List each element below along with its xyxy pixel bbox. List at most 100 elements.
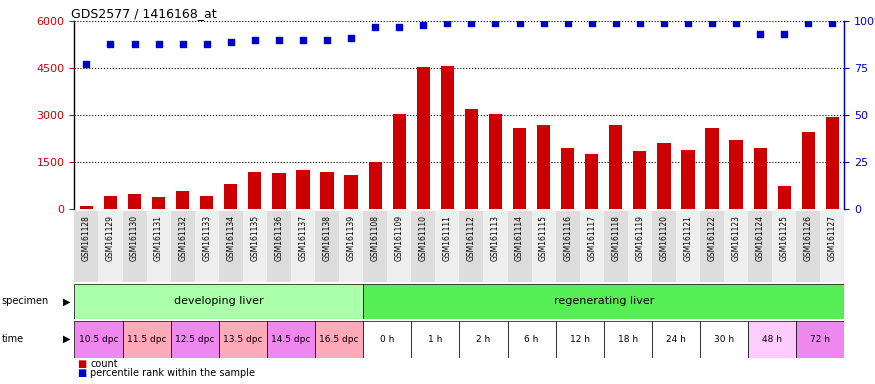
Bar bbox=[176, 191, 189, 209]
Text: GSM161116: GSM161116 bbox=[564, 215, 572, 261]
Text: GSM161131: GSM161131 bbox=[154, 215, 163, 261]
Bar bbox=[580, 211, 604, 282]
Point bbox=[151, 41, 165, 47]
Bar bbox=[459, 211, 483, 282]
Bar bbox=[802, 132, 815, 209]
Text: GSM161126: GSM161126 bbox=[804, 215, 813, 261]
Bar bbox=[507, 321, 556, 358]
Text: 11.5 dpc: 11.5 dpc bbox=[127, 335, 166, 344]
Point bbox=[753, 31, 767, 37]
Bar bbox=[411, 211, 436, 282]
Bar bbox=[123, 321, 171, 358]
Bar bbox=[796, 211, 821, 282]
Bar bbox=[778, 186, 791, 209]
Text: GSM161125: GSM161125 bbox=[780, 215, 788, 261]
Bar bbox=[652, 211, 676, 282]
Bar bbox=[104, 196, 117, 209]
Point bbox=[176, 41, 190, 47]
Text: ▶: ▶ bbox=[62, 296, 70, 306]
Point bbox=[416, 22, 430, 28]
Text: 24 h: 24 h bbox=[666, 335, 686, 344]
Bar bbox=[248, 172, 262, 209]
Bar bbox=[267, 321, 315, 358]
Bar bbox=[436, 211, 459, 282]
Point bbox=[536, 20, 550, 26]
Point bbox=[465, 20, 479, 26]
Point bbox=[609, 20, 623, 26]
Point bbox=[633, 20, 647, 26]
Text: time: time bbox=[2, 334, 24, 344]
Text: percentile rank within the sample: percentile rank within the sample bbox=[90, 368, 256, 378]
Text: 10.5 dpc: 10.5 dpc bbox=[79, 335, 118, 344]
Text: GSM161115: GSM161115 bbox=[539, 215, 548, 261]
Bar bbox=[98, 211, 123, 282]
Text: GSM161123: GSM161123 bbox=[732, 215, 740, 261]
Point bbox=[488, 20, 502, 26]
Bar bbox=[561, 148, 574, 209]
Bar bbox=[604, 321, 652, 358]
Bar bbox=[411, 321, 459, 358]
Text: count: count bbox=[90, 359, 118, 369]
Bar bbox=[507, 211, 532, 282]
Text: GSM161137: GSM161137 bbox=[298, 215, 307, 261]
Text: developing liver: developing liver bbox=[174, 296, 263, 306]
Bar bbox=[368, 162, 382, 209]
Point bbox=[584, 20, 598, 26]
Text: 16.5 dpc: 16.5 dpc bbox=[319, 335, 359, 344]
Text: GDS2577 / 1416168_at: GDS2577 / 1416168_at bbox=[71, 7, 216, 20]
Bar bbox=[393, 114, 406, 209]
Text: GSM161118: GSM161118 bbox=[612, 215, 620, 261]
Bar bbox=[80, 205, 93, 209]
Bar bbox=[171, 321, 219, 358]
Bar bbox=[796, 321, 844, 358]
Bar bbox=[363, 211, 388, 282]
Text: GSM161135: GSM161135 bbox=[250, 215, 259, 261]
Text: ■: ■ bbox=[77, 359, 87, 369]
Bar bbox=[128, 194, 141, 209]
Point bbox=[825, 20, 839, 26]
Text: 2 h: 2 h bbox=[476, 335, 491, 344]
Text: GSM161130: GSM161130 bbox=[130, 215, 139, 261]
Text: 30 h: 30 h bbox=[714, 335, 734, 344]
Bar bbox=[224, 184, 237, 209]
Bar bbox=[483, 211, 508, 282]
Bar bbox=[194, 211, 219, 282]
Text: GSM161113: GSM161113 bbox=[491, 215, 500, 261]
Text: GSM161136: GSM161136 bbox=[275, 215, 284, 261]
Bar bbox=[74, 321, 122, 358]
Bar bbox=[320, 172, 333, 209]
Bar bbox=[652, 321, 700, 358]
Text: 12.5 dpc: 12.5 dpc bbox=[175, 335, 214, 344]
Bar bbox=[676, 211, 700, 282]
Bar bbox=[315, 211, 340, 282]
Point bbox=[681, 20, 695, 26]
Bar bbox=[556, 321, 604, 358]
Bar bbox=[748, 321, 796, 358]
Bar bbox=[363, 321, 411, 358]
Bar bbox=[705, 128, 718, 209]
Point bbox=[200, 41, 214, 47]
Bar bbox=[585, 154, 598, 209]
Point bbox=[368, 24, 382, 30]
Bar bbox=[219, 211, 243, 282]
Text: GSM161121: GSM161121 bbox=[683, 215, 692, 261]
Bar bbox=[267, 211, 290, 282]
Bar bbox=[74, 284, 363, 319]
Text: GSM161132: GSM161132 bbox=[178, 215, 187, 261]
Text: GSM161124: GSM161124 bbox=[756, 215, 765, 261]
Bar bbox=[748, 211, 773, 282]
Point bbox=[657, 20, 671, 26]
Bar bbox=[147, 211, 171, 282]
Bar bbox=[200, 196, 214, 209]
Point bbox=[513, 20, 527, 26]
Text: specimen: specimen bbox=[2, 296, 49, 306]
Bar bbox=[441, 66, 454, 209]
Text: 14.5 dpc: 14.5 dpc bbox=[271, 335, 311, 344]
Text: regenerating liver: regenerating liver bbox=[554, 296, 654, 306]
Point bbox=[224, 39, 238, 45]
Point bbox=[802, 20, 816, 26]
Bar bbox=[532, 211, 556, 282]
Bar bbox=[730, 140, 743, 209]
Text: GSM161128: GSM161128 bbox=[82, 215, 91, 261]
Bar bbox=[315, 321, 363, 358]
